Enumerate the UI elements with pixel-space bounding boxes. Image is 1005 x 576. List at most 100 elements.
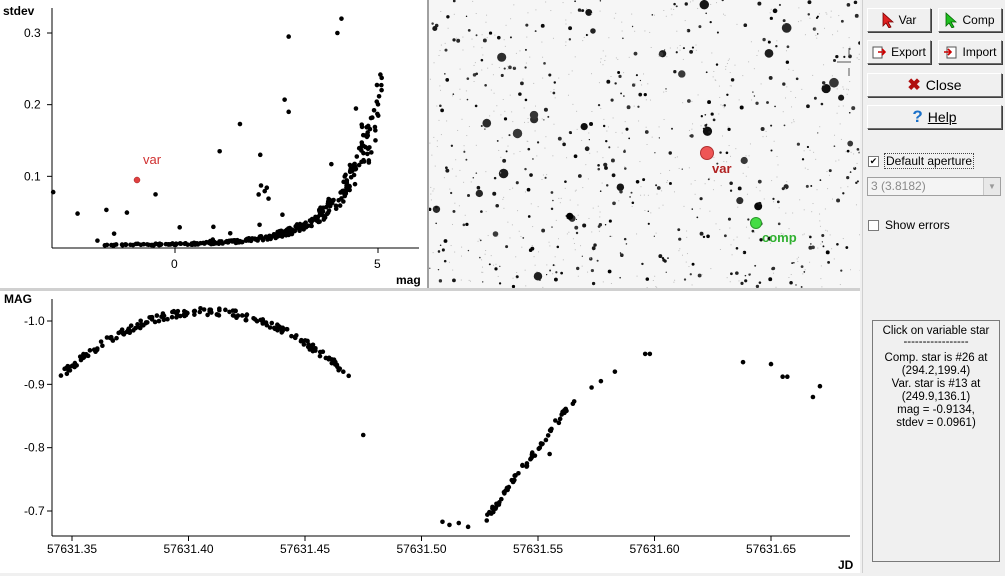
- noise-pixel: [788, 277, 789, 278]
- star: [690, 273, 692, 275]
- star: [632, 201, 635, 204]
- lc-point: [818, 384, 823, 389]
- star: [768, 277, 772, 281]
- var-star-marker[interactable]: [701, 147, 714, 160]
- star: [499, 266, 500, 267]
- star: [850, 171, 852, 173]
- scatter-point: [259, 183, 264, 188]
- star: [822, 84, 831, 93]
- noise-pixel: [546, 174, 547, 175]
- noise-pixel: [647, 287, 648, 288]
- noise-pixel: [600, 11, 601, 12]
- noise-pixel: [489, 115, 490, 116]
- show-errors-box[interactable]: [868, 220, 879, 231]
- noise-pixel: [512, 224, 513, 225]
- star: [690, 134, 694, 138]
- scatter-point: [349, 175, 354, 180]
- star: [782, 82, 785, 85]
- noise-pixel: [638, 120, 639, 121]
- noise-pixel: [578, 276, 579, 277]
- scatter-point: [321, 217, 326, 222]
- star: [452, 279, 456, 283]
- noise-pixel: [804, 150, 805, 151]
- star: [446, 15, 449, 18]
- star: [598, 104, 600, 106]
- scatter-point: [377, 94, 382, 99]
- chevron-down-icon[interactable]: ▼: [983, 178, 1000, 195]
- var-button[interactable]: Var: [867, 8, 931, 32]
- star: [782, 23, 792, 33]
- star-field-image[interactable]: var comp: [429, 0, 860, 288]
- noise-pixel: [842, 86, 843, 87]
- noise-pixel: [692, 0, 693, 1]
- noise-pixel: [680, 45, 681, 46]
- noise-pixel: [669, 170, 670, 171]
- noise-pixel: [843, 105, 844, 106]
- noise-pixel: [552, 273, 553, 274]
- show-errors-checkbox[interactable]: Show errors: [868, 218, 950, 232]
- star: [849, 112, 851, 114]
- noise-pixel: [469, 126, 470, 127]
- green-cursor-icon: [945, 12, 957, 28]
- star: [823, 245, 825, 247]
- noise-pixel: [732, 254, 733, 255]
- noise-pixel: [568, 232, 569, 233]
- noise-pixel: [827, 230, 828, 231]
- star-field-canvas[interactable]: var comp: [429, 0, 860, 288]
- noise-pixel: [444, 177, 445, 178]
- comp-button[interactable]: Comp: [938, 8, 1002, 32]
- export-button[interactable]: Export: [867, 40, 931, 64]
- aperture-select[interactable]: 3 (3.8182) ▼: [867, 177, 1001, 196]
- noise-pixel: [825, 208, 826, 209]
- star: [444, 260, 447, 263]
- noise-pixel: [509, 189, 510, 190]
- scatter-point: [238, 122, 243, 127]
- scatter-point: [182, 242, 187, 247]
- lc-point: [599, 379, 604, 384]
- star: [589, 122, 593, 126]
- default-aperture-checkbox[interactable]: Default aperture: [868, 154, 973, 168]
- noise-pixel: [737, 237, 738, 238]
- star: [452, 38, 455, 41]
- noise-pixel: [582, 266, 583, 267]
- star: [480, 240, 482, 242]
- star: [429, 268, 430, 269]
- lc-point: [275, 328, 280, 333]
- noise-pixel: [856, 204, 857, 205]
- noise-pixel: [500, 157, 501, 158]
- noise-pixel: [826, 14, 827, 15]
- noise-pixel: [819, 126, 820, 127]
- import-button[interactable]: Import: [938, 40, 1002, 64]
- default-aperture-checkmark-icon[interactable]: [868, 156, 879, 167]
- star: [820, 179, 822, 181]
- noise-pixel: [698, 94, 699, 95]
- scatter-point: [313, 215, 318, 220]
- noise-pixel: [649, 32, 650, 33]
- lc-point: [244, 318, 249, 323]
- var-point[interactable]: [134, 177, 140, 183]
- noise-pixel: [843, 89, 844, 90]
- star: [821, 234, 824, 237]
- close-button[interactable]: ✖ Close: [867, 73, 1002, 97]
- star: [432, 26, 437, 31]
- noise-pixel: [498, 150, 499, 151]
- noise-pixel: [470, 281, 471, 282]
- noise-pixel: [565, 45, 566, 46]
- help-button[interactable]: ? Help: [867, 105, 1002, 129]
- lc-y-tick-label: -1.0: [24, 314, 45, 328]
- var-button-label: Var: [899, 13, 917, 27]
- comp-star-marker[interactable]: [751, 218, 762, 229]
- noise-pixel: [838, 15, 839, 16]
- star: [597, 164, 600, 167]
- noise-pixel: [639, 161, 640, 162]
- noise-pixel: [692, 123, 693, 124]
- noise-pixel: [841, 139, 842, 140]
- noise-pixel: [542, 287, 543, 288]
- noise-pixel: [498, 276, 499, 277]
- star: [438, 250, 441, 253]
- star: [700, 232, 704, 236]
